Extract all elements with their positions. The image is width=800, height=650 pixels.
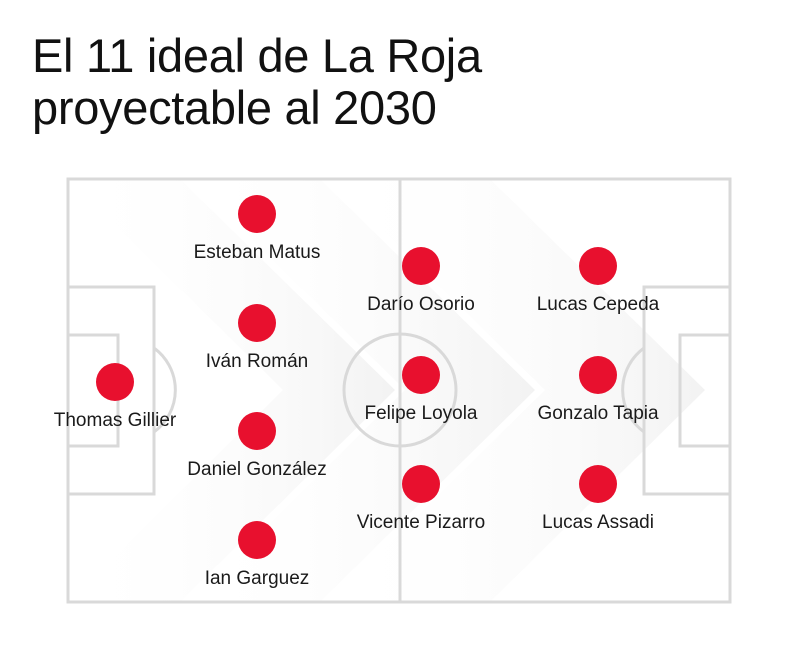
- direction-arrow-3: [330, 179, 705, 602]
- right-penalty-arc: [621, 346, 645, 434]
- player-name: Daniel González: [187, 459, 327, 480]
- player-forward-3: Lucas Assadi: [488, 465, 708, 534]
- player-defender-3: Daniel González: [147, 412, 367, 481]
- center-circle: [342, 332, 458, 448]
- title-line-2: proyectable al 2030: [32, 81, 437, 134]
- direction-arrows: [68, 179, 705, 602]
- player-defender-1: Esteban Matus: [147, 195, 367, 264]
- player-marker: [238, 304, 276, 342]
- page-title: El 11 ideal de La Roja proyectable al 20…: [32, 30, 482, 134]
- player-marker: [238, 521, 276, 559]
- right-goal-area: [678, 333, 732, 448]
- player-name: Vicente Pizarro: [356, 512, 486, 533]
- player-name: Felipe Loyola: [364, 403, 478, 424]
- player-marker: [579, 356, 617, 394]
- player-midfielder-3: Vicente Pizarro: [311, 465, 531, 534]
- player-midfielder-1: Darío Osorio: [311, 247, 531, 316]
- player-name: Lucas Assadi: [542, 512, 654, 533]
- player-name: Ian Garguez: [204, 568, 310, 589]
- player-marker: [579, 465, 617, 503]
- player-goalkeeper: Thomas Gillier: [5, 363, 225, 432]
- player-marker: [402, 465, 440, 503]
- left-penalty-arc: [153, 346, 177, 434]
- player-name: Thomas Gillier: [53, 410, 177, 431]
- player-marker: [238, 195, 276, 233]
- player-name: Darío Osorio: [367, 294, 475, 315]
- player-marker: [238, 412, 276, 450]
- player-defender-2: Iván Román: [147, 304, 367, 373]
- player-name: Iván Román: [205, 351, 309, 372]
- player-midfielder-2: Felipe Loyola: [311, 356, 531, 425]
- player-defender-4: Ian Garguez: [147, 521, 367, 590]
- player-name: Esteban Matus: [193, 242, 321, 263]
- player-forward-1: Lucas Cepeda: [488, 247, 708, 316]
- player-marker: [96, 363, 134, 401]
- player-marker: [579, 247, 617, 285]
- direction-arrow-1: [68, 179, 395, 602]
- player-marker: [402, 247, 440, 285]
- player-name: Lucas Cepeda: [536, 294, 660, 315]
- player-forward-2: Gonzalo Tapia: [488, 356, 708, 425]
- title-line-1: El 11 ideal de La Roja: [32, 29, 482, 82]
- player-marker: [402, 356, 440, 394]
- player-name: Gonzalo Tapia: [537, 403, 659, 424]
- direction-arrow-2: [190, 179, 535, 602]
